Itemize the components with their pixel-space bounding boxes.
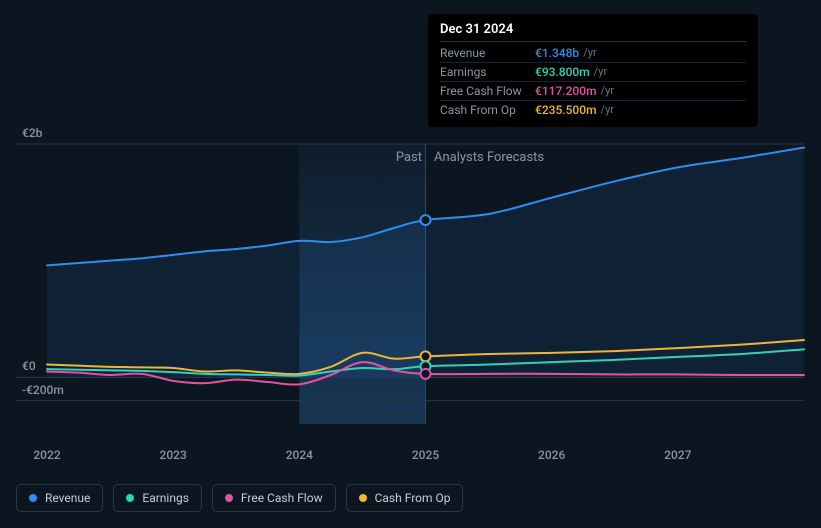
legend-dot-icon bbox=[29, 494, 37, 502]
legend-dot-icon bbox=[359, 494, 367, 502]
tooltip-row-unit: /yr bbox=[601, 103, 614, 117]
tooltip-row-value: €93.800m bbox=[535, 65, 590, 79]
legend-label: Revenue bbox=[45, 491, 90, 505]
x-tick-label: 2026 bbox=[538, 448, 565, 462]
tooltip-row-value: €117.200m bbox=[535, 84, 597, 98]
tooltip-row: Cash From Op€235.500m/yr bbox=[440, 101, 746, 119]
legend-label: Cash From Op bbox=[375, 491, 451, 505]
y-tick-label: €2b bbox=[22, 126, 42, 140]
legend-dot-icon bbox=[126, 494, 134, 502]
x-tick-label: 2027 bbox=[664, 448, 691, 462]
tooltip-row-label: Free Cash Flow bbox=[440, 84, 535, 98]
x-tick-label: 2025 bbox=[412, 448, 439, 462]
chart-tooltip: Dec 31 2024 Revenue€1.348b/yrEarnings€93… bbox=[428, 14, 758, 127]
x-tick-label: 2022 bbox=[33, 448, 60, 462]
legend-dot-icon bbox=[225, 494, 233, 502]
tooltip-title: Dec 31 2024 bbox=[440, 22, 746, 42]
x-tick-label: 2023 bbox=[160, 448, 187, 462]
tooltip-row-unit: /yr bbox=[594, 65, 607, 79]
tooltip-row-label: Revenue bbox=[440, 46, 535, 60]
x-tick-label: 2024 bbox=[286, 448, 313, 462]
tooltip-row: Earnings€93.800m/yr bbox=[440, 63, 746, 82]
y-tick-label: €0 bbox=[22, 359, 36, 373]
tooltip-row-label: Cash From Op bbox=[440, 103, 535, 117]
legend-item[interactable]: Free Cash Flow bbox=[212, 484, 336, 512]
legend-item[interactable]: Revenue bbox=[16, 484, 103, 512]
label-past: Past bbox=[396, 150, 422, 165]
tooltip-row-unit: /yr bbox=[601, 84, 614, 98]
label-forecast: Analysts Forecasts bbox=[434, 150, 544, 165]
legend-label: Earnings bbox=[142, 491, 189, 505]
tooltip-row: Revenue€1.348b/yr bbox=[440, 44, 746, 63]
tooltip-row-value: €1.348b bbox=[535, 46, 579, 60]
tooltip-row-unit: /yr bbox=[583, 46, 596, 60]
legend-label: Free Cash Flow bbox=[241, 491, 323, 505]
tooltip-row-value: €235.500m bbox=[535, 103, 597, 117]
legend-item[interactable]: Cash From Op bbox=[346, 484, 464, 512]
tooltip-row: Free Cash Flow€117.200m/yr bbox=[440, 82, 746, 101]
y-tick-label: -€200m bbox=[22, 383, 64, 397]
tooltip-row-label: Earnings bbox=[440, 65, 535, 79]
legend-container: Revenue Earnings Free Cash Flow Cash From O… bbox=[16, 484, 463, 512]
legend-item[interactable]: Earnings bbox=[113, 484, 202, 512]
